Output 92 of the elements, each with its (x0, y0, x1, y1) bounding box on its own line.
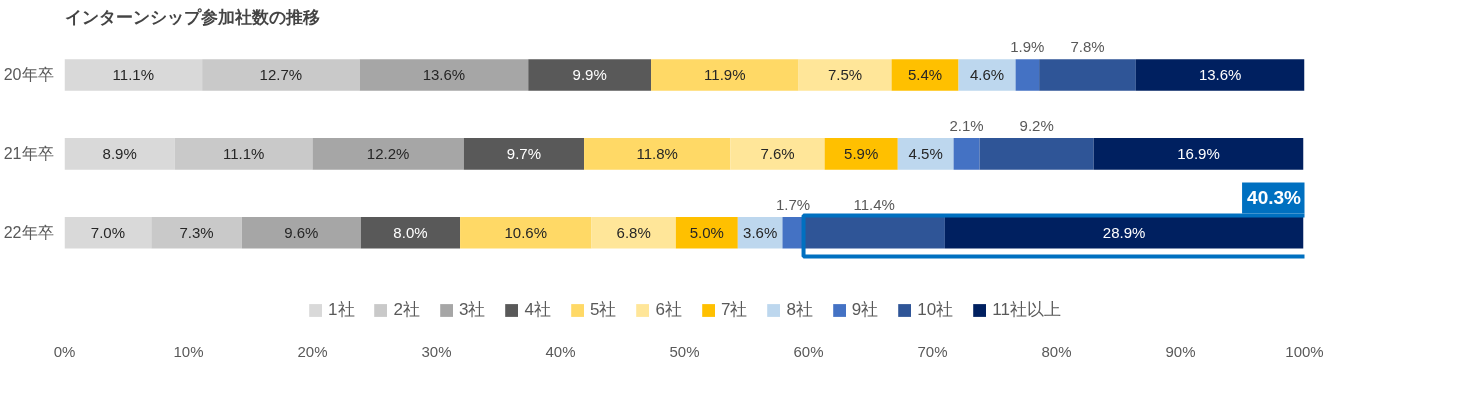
bar (241, 217, 361, 249)
bar (174, 138, 313, 170)
x-tick-label: 70% (917, 342, 948, 360)
data-label: 13.6% (422, 66, 466, 84)
data-label: 6.8% (616, 224, 651, 242)
bar (944, 217, 1304, 249)
x-tick-label: 20% (297, 342, 328, 360)
data-label: 7.6% (760, 145, 795, 163)
bar (958, 59, 1016, 91)
legend-label: 1社 (328, 299, 355, 321)
data-label: 7.0% (90, 224, 126, 242)
x-tick-label: 90% (1165, 342, 1196, 360)
bar (360, 217, 461, 249)
bar (803, 217, 945, 249)
data-label: 7.8% (1070, 38, 1105, 56)
data-label: 7.5% (827, 66, 863, 84)
bar (460, 217, 592, 249)
bar (675, 217, 738, 249)
data-label: 4.5% (908, 145, 943, 163)
bar (1135, 59, 1305, 91)
x-tick-label: 40% (545, 342, 576, 360)
bar (1015, 59, 1040, 91)
bar (64, 217, 152, 249)
data-label: 12.7% (259, 66, 303, 84)
data-label: 5.4% (907, 66, 943, 84)
data-label: 11.1% (222, 145, 265, 163)
legend-label: 4社 (524, 299, 551, 321)
bar (1093, 138, 1304, 170)
bar (651, 59, 799, 91)
legend-label: 3社 (459, 299, 486, 321)
data-label: 9.9% (572, 66, 607, 84)
bar (953, 138, 980, 170)
data-label: 13.6% (1198, 66, 1242, 84)
x-tick-label: 30% (421, 342, 452, 360)
data-label: 8.9% (102, 145, 137, 163)
data-label: 1.9% (1010, 38, 1045, 56)
bar (202, 59, 360, 91)
data-label: 2.1% (949, 117, 984, 135)
data-label: 7.3% (179, 224, 214, 242)
bar (897, 138, 954, 170)
bar (312, 138, 464, 170)
data-label: 9.7% (506, 145, 542, 163)
x-tick-label: 100% (1285, 342, 1324, 360)
data-label: 1.7% (775, 196, 811, 214)
y-tick-label: 22年卒 (3, 224, 54, 242)
legend-label: 11社以上 (992, 299, 1061, 321)
x-tick-label: 60% (793, 342, 824, 360)
data-label: 11.8% (636, 145, 678, 163)
legend-label: 8社 (786, 299, 813, 321)
legend-label: 9社 (851, 299, 879, 321)
x-tick-label: 50% (669, 342, 700, 360)
bar (528, 59, 652, 91)
data-label: 5.0% (689, 224, 724, 242)
legend-label: 6社 (655, 299, 682, 321)
legend-label: 5社 (589, 299, 617, 321)
bar (824, 138, 898, 170)
bar (891, 59, 959, 91)
x-tick-label: 10% (173, 342, 204, 360)
bar (798, 59, 892, 91)
bar (591, 217, 676, 249)
data-label: 8.0% (393, 224, 428, 242)
annotation: 40.3% (1247, 187, 1302, 209)
bar (782, 217, 804, 249)
bar (730, 138, 825, 170)
bar (64, 59, 203, 91)
data-label: 28.9% (1102, 224, 1146, 242)
x-tick-label: 80% (1041, 342, 1072, 360)
data-label: 16.9% (1177, 145, 1220, 163)
data-label: 11.9% (704, 66, 746, 84)
legend-label: 10社 (917, 299, 954, 321)
chart-title: インターンシップ参加社数の推移 (64, 7, 320, 27)
data-label: 11.1% (112, 66, 155, 84)
bar (463, 138, 585, 170)
data-label: 4.6% (969, 66, 1005, 84)
data-label: 9.2% (1019, 117, 1054, 135)
data-label: 3.6% (743, 224, 778, 242)
legend-label: 7社 (720, 299, 748, 321)
bar (64, 138, 175, 170)
x-tick-label: 0% (53, 342, 76, 360)
bar (979, 138, 1094, 170)
data-label: 12.2% (366, 145, 410, 163)
y-tick-label: 21年卒 (3, 145, 54, 163)
data-label: 10.6% (504, 224, 548, 242)
bar (359, 59, 529, 91)
bar (584, 138, 731, 170)
bar (1039, 59, 1136, 91)
data-label: 5.9% (844, 145, 879, 163)
legend-label: 2社 (393, 299, 421, 321)
data-label: 11.4% (853, 196, 895, 214)
bar (151, 217, 242, 249)
data-label: 9.6% (284, 224, 319, 242)
y-tick-label: 20年卒 (3, 66, 54, 84)
